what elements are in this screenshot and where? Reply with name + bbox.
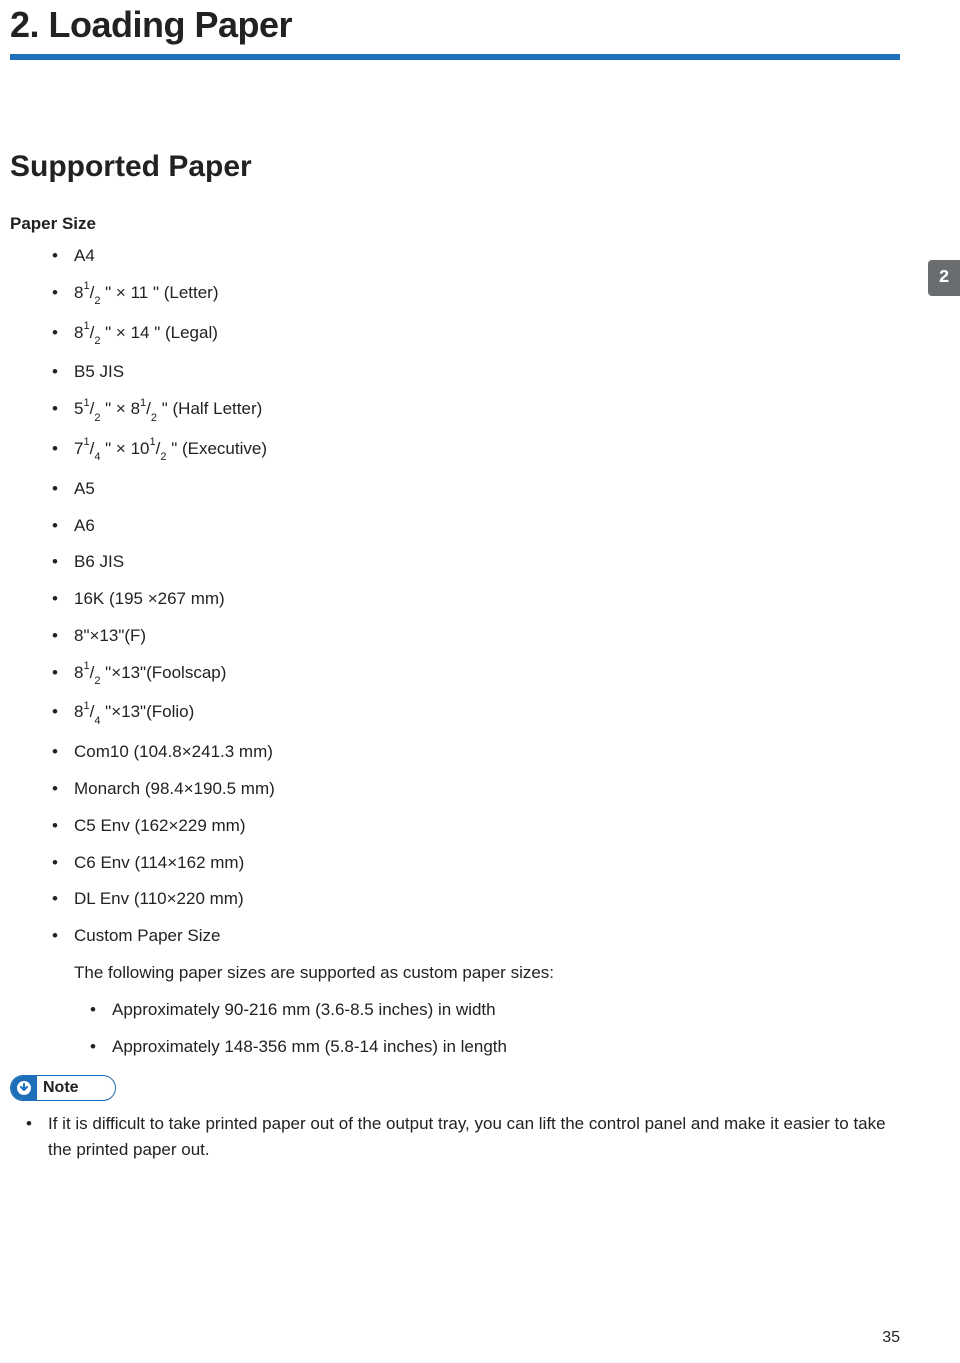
list-item: 71/4 " × 101/2 " (Executive)	[74, 437, 900, 464]
list-item: Approximately 148-356 mm (5.8-14 inches)…	[112, 1035, 900, 1059]
paper-size-list: A4 81/2 " × 11 " (Letter) 81/2 " × 14 " (L…	[10, 244, 900, 1058]
list-item: 8"×13"(F)	[74, 624, 900, 648]
list-item: A5	[74, 477, 900, 501]
list-item: C6 Env (114×162 mm)	[74, 851, 900, 875]
custom-sublist: Approximately 90-216 mm (3.6-8.5 inches)…	[74, 998, 900, 1059]
list-item: B5 JIS	[74, 360, 900, 384]
paper-size-heading: Paper Size	[10, 214, 900, 234]
note-item: If it is difficult to take printed paper…	[48, 1111, 900, 1162]
list-item: A6	[74, 514, 900, 538]
chapter-rule	[10, 54, 900, 60]
list-item: 81/4 "×13"(Folio)	[74, 700, 900, 727]
list-item: Monarch (98.4×190.5 mm)	[74, 777, 900, 801]
down-arrow-icon	[11, 1075, 37, 1101]
custom-intro: The following paper sizes are supported …	[74, 961, 900, 985]
list-item: 81/2 " × 11 " (Letter)	[74, 281, 900, 308]
list-item: 51/2 " × 81/2 " (Half Letter)	[74, 397, 900, 424]
list-item: 81/2 "×13"(Foolscap)	[74, 661, 900, 688]
list-item: 16K (195 ×267 mm)	[74, 587, 900, 611]
list-item-custom: Custom Paper SizeThe following paper siz…	[74, 924, 900, 1058]
note-label: Note	[37, 1079, 79, 1097]
chapter-tab: 2	[928, 260, 960, 296]
page-number: 35	[882, 1329, 900, 1347]
section-title: Supported Paper	[10, 150, 900, 184]
list-item: Approximately 90-216 mm (3.6-8.5 inches)…	[112, 998, 900, 1022]
note-pill: Note	[10, 1075, 116, 1101]
list-item: DL Env (110×220 mm)	[74, 887, 900, 911]
list-item: 81/2 " × 14 " (Legal)	[74, 321, 900, 348]
list-item: B6 JIS	[74, 550, 900, 574]
chapter-title: 2. Loading Paper	[10, 4, 900, 46]
list-item: A4	[74, 244, 900, 268]
list-item: C5 Env (162×229 mm)	[74, 814, 900, 838]
list-item: Com10 (104.8×241.3 mm)	[74, 740, 900, 764]
note-list: If it is difficult to take printed paper…	[10, 1111, 900, 1162]
